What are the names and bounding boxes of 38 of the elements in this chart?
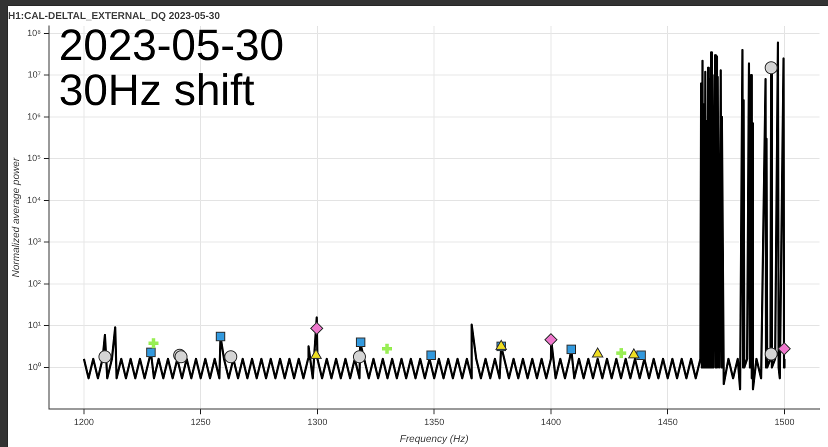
y-tick-label: 10³ <box>28 236 41 247</box>
point <box>224 350 238 364</box>
point <box>146 348 156 358</box>
point <box>216 332 226 342</box>
y-tick-label: 10⁶ <box>27 111 42 122</box>
x-axis-title: Frequency (Hz) <box>400 434 469 445</box>
y-tick-label: 10² <box>28 278 41 288</box>
x-tick-label: 1300 <box>307 417 328 428</box>
x-tick-label: 1500 <box>774 417 794 428</box>
point <box>356 338 366 348</box>
point <box>98 350 112 364</box>
x-tick-label: 1450 <box>658 417 678 428</box>
point <box>764 347 778 360</box>
y-tick-label: 10⁴ <box>26 194 41 205</box>
y-tick-label: 10⁸ <box>27 28 42 38</box>
point <box>764 61 778 74</box>
x-tick-label: 1400 <box>540 417 561 428</box>
point <box>310 348 322 359</box>
point <box>566 344 576 354</box>
point <box>146 336 160 350</box>
y-tick-label: 10⁵ <box>27 153 42 164</box>
point <box>426 350 436 360</box>
x-tick-label: 1350 <box>424 417 444 428</box>
x-tick-label: 1250 <box>190 417 211 428</box>
point <box>352 350 366 364</box>
y-tick-label: 10¹ <box>28 320 41 330</box>
x-tick-label: 1200 <box>74 417 94 428</box>
point <box>592 347 604 358</box>
chart-title: H1:CAL-DELTAL_EXTERNAL_DQ 2023-05-30 <box>8 10 220 22</box>
point <box>778 342 791 356</box>
point <box>614 346 628 360</box>
point <box>380 342 394 356</box>
point <box>628 348 640 358</box>
y-tick-label: 10⁰ <box>28 362 41 372</box>
y-axis-title: Normalized average power <box>10 157 22 278</box>
point <box>544 333 558 346</box>
y-tick-label: 10⁷ <box>28 70 41 80</box>
point <box>310 322 324 335</box>
